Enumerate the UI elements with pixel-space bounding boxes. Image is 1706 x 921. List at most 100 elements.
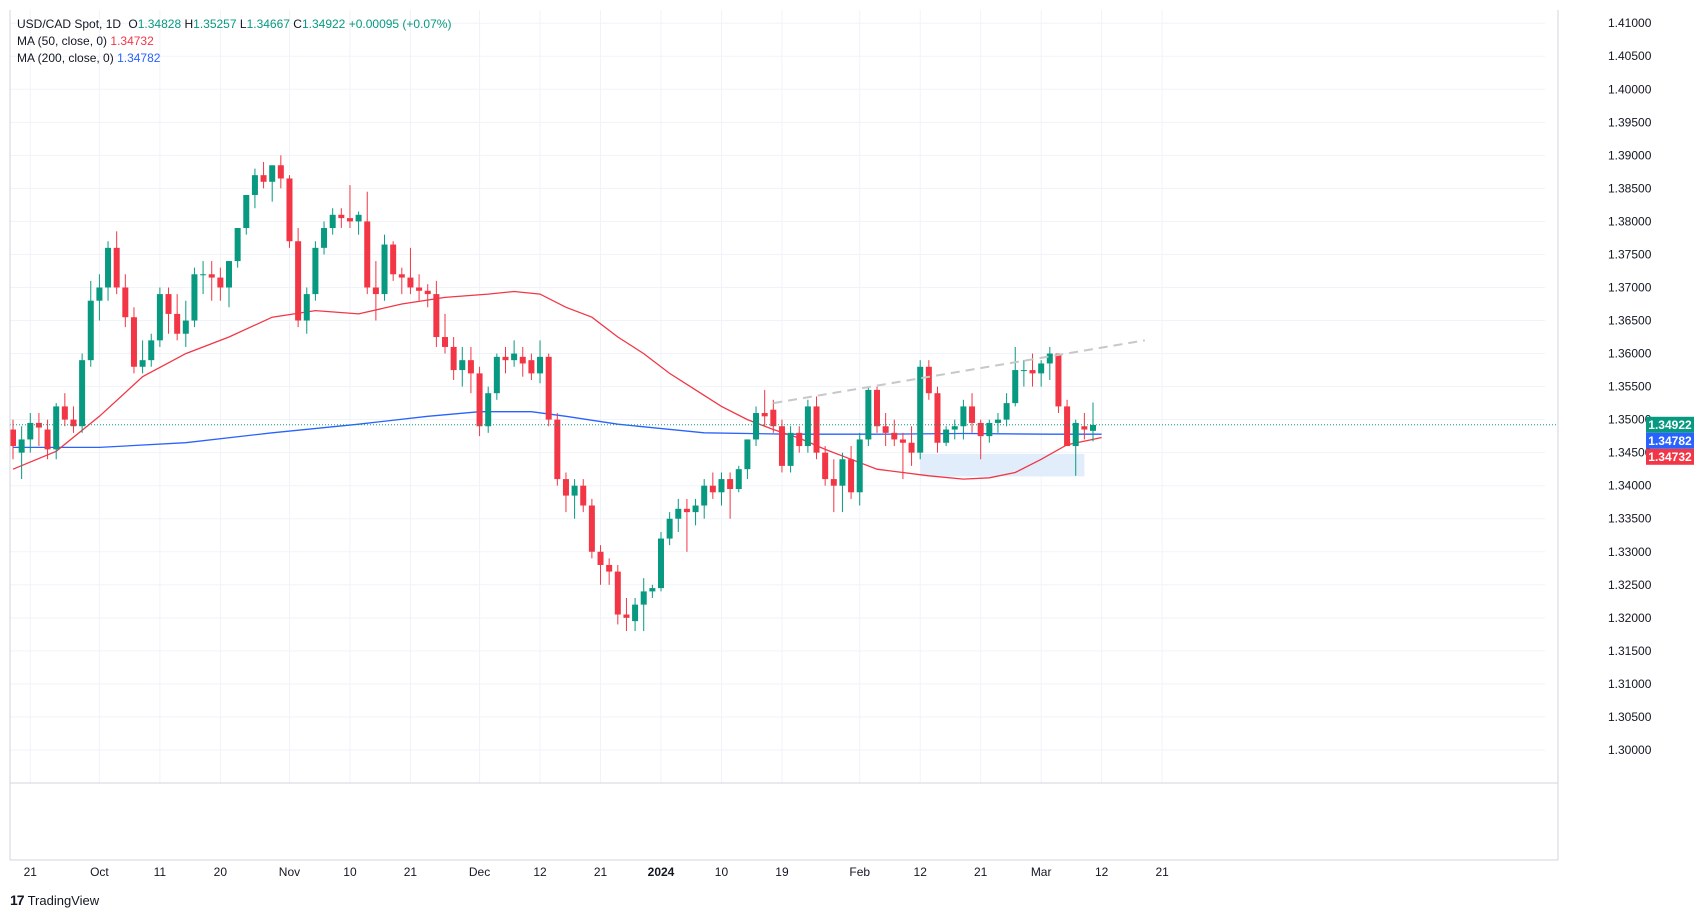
candle[interactable] (226, 261, 232, 308)
candle[interactable] (822, 446, 829, 486)
candle[interactable] (269, 165, 276, 202)
candle[interactable] (813, 396, 820, 460)
candle[interactable] (96, 274, 103, 321)
candle[interactable] (122, 274, 129, 328)
legend-symbol[interactable]: USD/CAD Spot, 1D (17, 17, 122, 31)
candle[interactable] (1064, 399, 1071, 447)
candle[interactable] (476, 366, 483, 437)
candle[interactable] (156, 287, 163, 347)
candle[interactable] (364, 191, 371, 295)
candle[interactable] (61, 393, 68, 427)
candle[interactable] (727, 472, 734, 519)
candle[interactable] (1081, 413, 1088, 440)
candle[interactable] (53, 403, 60, 460)
candle[interactable] (580, 479, 587, 513)
candle[interactable] (614, 564, 621, 625)
candle[interactable] (390, 241, 397, 281)
candle[interactable] (778, 419, 785, 473)
candle[interactable] (329, 208, 336, 235)
candle[interactable] (709, 472, 716, 499)
candle[interactable] (502, 346, 509, 374)
candle[interactable] (381, 234, 388, 301)
candle[interactable] (528, 353, 535, 380)
candle[interactable] (701, 479, 708, 519)
candle[interactable] (804, 399, 811, 453)
candle[interactable] (588, 498, 595, 559)
candle[interactable] (683, 498, 690, 552)
candle[interactable] (917, 360, 924, 460)
candle[interactable] (891, 419, 898, 447)
candle[interactable] (692, 498, 699, 526)
candle[interactable] (44, 419, 51, 460)
candle[interactable] (277, 155, 284, 189)
candle[interactable] (925, 360, 932, 400)
candle[interactable] (286, 175, 293, 248)
candle[interactable] (459, 346, 466, 387)
candles[interactable] (10, 155, 1096, 632)
candle[interactable] (442, 313, 448, 354)
candle[interactable] (1003, 393, 1010, 427)
candle[interactable] (174, 294, 181, 341)
candle[interactable] (1090, 402, 1096, 442)
candle[interactable] (874, 386, 880, 433)
candle[interactable] (865, 386, 872, 447)
candle[interactable] (830, 459, 837, 513)
candle[interactable] (1038, 360, 1045, 387)
candle[interactable] (951, 419, 958, 440)
candle[interactable] (303, 287, 310, 334)
candle[interactable] (977, 419, 984, 460)
candle[interactable] (718, 472, 725, 506)
candle[interactable] (908, 426, 915, 466)
candle[interactable] (113, 231, 120, 295)
candle[interactable] (1012, 346, 1019, 407)
candle[interactable] (735, 465, 742, 493)
candle[interactable] (148, 333, 155, 367)
candle[interactable] (658, 531, 664, 592)
candle[interactable] (251, 168, 258, 209)
candle[interactable] (450, 337, 457, 380)
candle[interactable] (18, 426, 25, 480)
candle[interactable] (200, 261, 207, 295)
candle[interactable] (130, 307, 137, 374)
candle[interactable] (899, 432, 906, 480)
candle[interactable] (882, 413, 889, 447)
candle[interactable] (994, 413, 1001, 433)
candle[interactable] (848, 446, 855, 499)
candle[interactable] (986, 419, 993, 443)
candle[interactable] (623, 598, 630, 632)
candle[interactable] (165, 287, 172, 334)
candle[interactable] (208, 261, 215, 301)
candle[interactable] (1055, 353, 1062, 414)
candle[interactable] (1072, 419, 1079, 476)
candle[interactable] (105, 241, 112, 301)
candle[interactable] (969, 393, 976, 433)
candle[interactable] (243, 194, 250, 235)
candle[interactable] (856, 432, 863, 506)
candle[interactable] (545, 353, 552, 427)
candle[interactable] (597, 545, 604, 585)
axes[interactable]: 1.41000 1.40500 1.40000 1.39500 1.39000 1.385… (9, 10, 1652, 879)
candle[interactable] (640, 578, 647, 632)
candle[interactable] (467, 346, 474, 394)
candle[interactable] (519, 346, 526, 377)
legend-ma200-row[interactable]: MA (200, close, 0) 1.34782 (17, 50, 451, 67)
candle[interactable] (649, 584, 656, 599)
candle[interactable] (960, 399, 967, 440)
candle[interactable] (338, 208, 345, 229)
candle[interactable] (433, 280, 440, 347)
candle[interactable] (346, 185, 353, 229)
legend-ma50-row[interactable]: MA (50, close, 0) 1.34732 (17, 33, 451, 50)
candle[interactable] (416, 274, 423, 301)
candle[interactable] (485, 386, 492, 433)
candle[interactable] (761, 389, 768, 427)
candle[interactable] (770, 399, 777, 433)
candle[interactable] (934, 386, 941, 453)
candle[interactable] (10, 419, 16, 460)
candle[interactable] (79, 353, 86, 433)
candle[interactable] (312, 241, 319, 301)
candle[interactable] (27, 413, 34, 453)
candle[interactable] (372, 261, 379, 321)
candle[interactable] (234, 228, 241, 268)
candle[interactable] (355, 211, 362, 235)
candle[interactable] (1046, 346, 1053, 380)
